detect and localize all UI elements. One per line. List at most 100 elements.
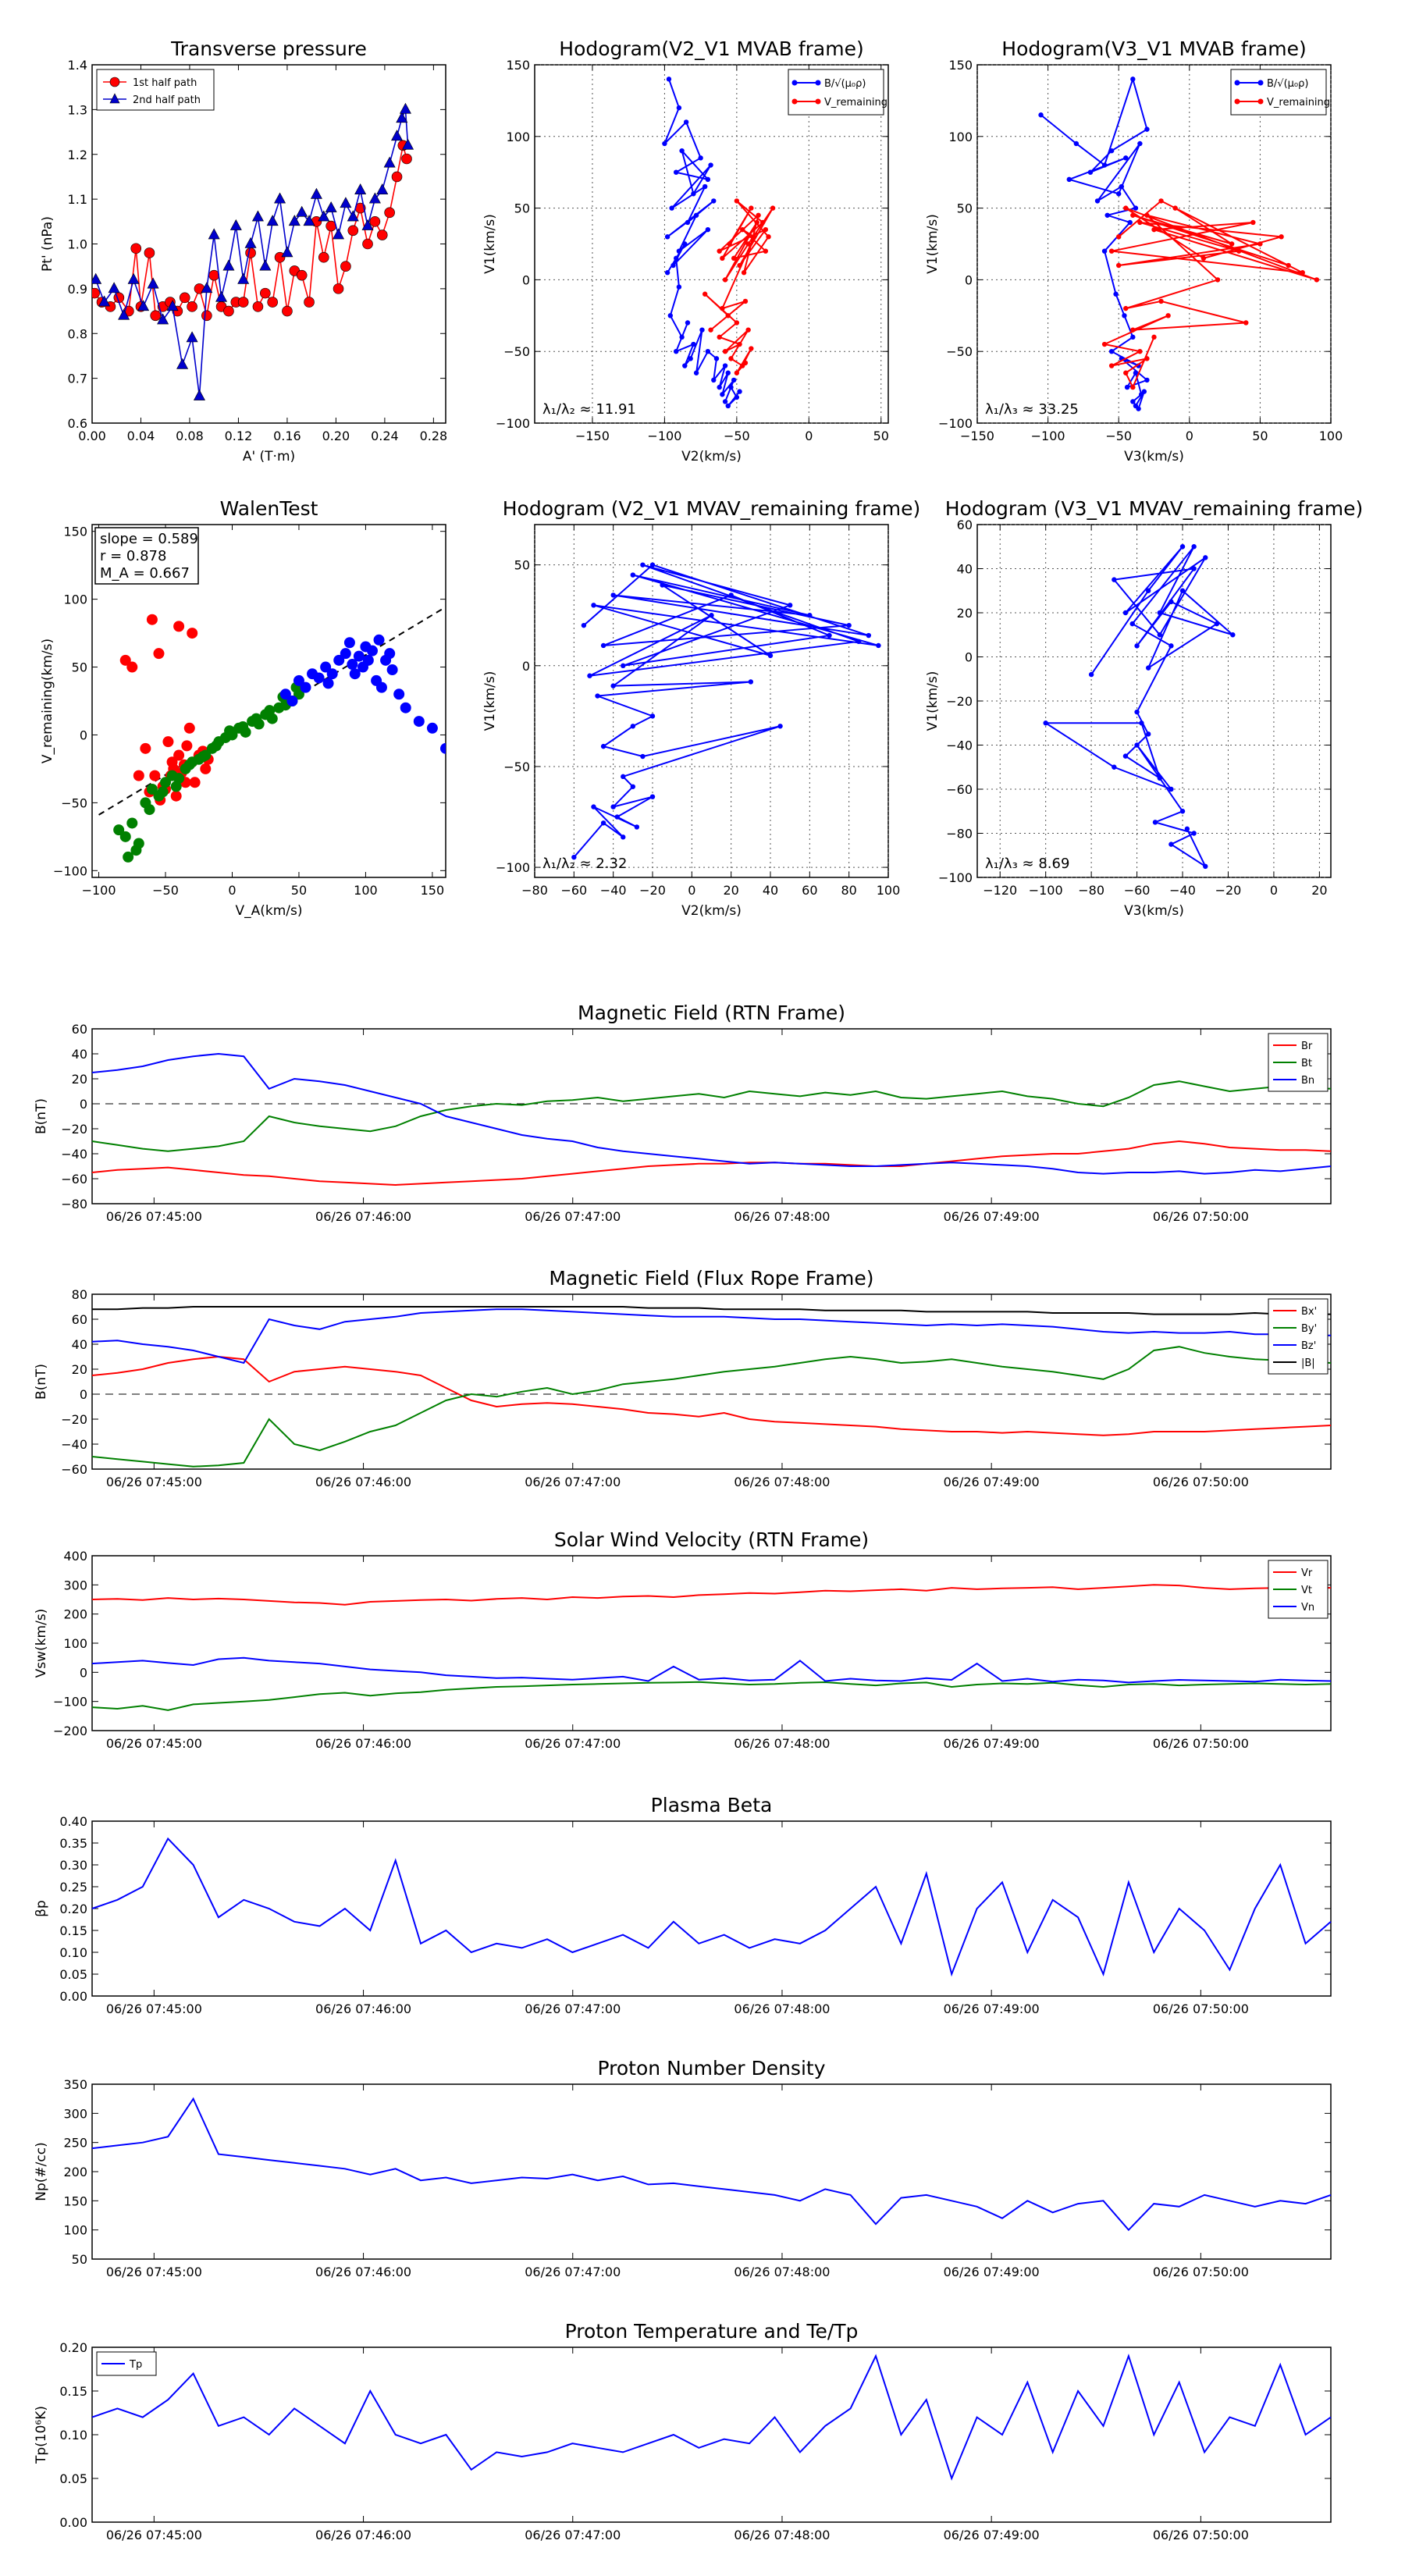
y-tick-label: 50 [72, 2252, 87, 2267]
x-tick-label: −40 [1169, 883, 1196, 898]
data-point [1165, 313, 1171, 318]
data-point [827, 632, 832, 639]
y-tick-label: 100 [63, 592, 87, 607]
data-point [1158, 198, 1164, 204]
data-point [123, 851, 134, 863]
series-line-bn [91, 1052, 1332, 1175]
x-tick-label: −100 [1031, 429, 1065, 443]
legend-label: |B| [1301, 1357, 1315, 1369]
data-point [92, 272, 102, 284]
y-tick-label: 20 [957, 606, 973, 621]
data-point [1179, 809, 1186, 814]
data-point [640, 562, 646, 568]
legend-marker [1257, 80, 1264, 86]
data-point [384, 207, 395, 219]
data-point [353, 650, 365, 662]
x-tick-label: 0 [688, 883, 695, 898]
y-tick-label: −40 [61, 1147, 87, 1162]
y-axis-label: B(nT) [34, 1098, 49, 1134]
x-tick-label: −100 [82, 883, 116, 898]
data-point [245, 247, 256, 258]
chart-title: Magnetic Field (RTN Frame) [578, 1002, 845, 1024]
data-point [725, 370, 731, 375]
data-point [1314, 277, 1320, 283]
plot-area [534, 64, 889, 424]
data-point [1179, 544, 1186, 550]
data-point [157, 313, 169, 325]
data-point [1144, 212, 1150, 218]
x-axis-label: V2(km/s) [681, 903, 742, 919]
data-point [244, 237, 257, 248]
data-point [676, 248, 682, 254]
series-line-b [92, 1306, 1331, 1315]
data-point [676, 284, 682, 290]
data-point [727, 241, 732, 247]
data-point [144, 804, 155, 816]
y-tick-label: 1.0 [68, 237, 87, 252]
chart-beta: Plasma Beta 0.00 0.05 0.10 0.15 0.20 0.25 0.30 0… [34, 1794, 1332, 2016]
y-tick-label: 0.05 [59, 2471, 87, 2486]
data-point [376, 229, 388, 240]
legend-label: Bt [1301, 1058, 1312, 1069]
y-axis-label: V1(km/s) [925, 671, 941, 731]
series-line-1 [94, 109, 409, 397]
data-point [181, 740, 193, 752]
data-point [630, 572, 636, 578]
y-tick-label: 200 [63, 2165, 87, 2179]
time-tick-label: 06/26 07:45:00 [106, 2265, 202, 2279]
plot-marks [662, 76, 776, 409]
data-point [384, 648, 396, 660]
data-point [347, 659, 358, 671]
data-point [229, 219, 242, 230]
data-point [293, 674, 304, 686]
data-point [1279, 234, 1284, 240]
plot-area [91, 2347, 1332, 2523]
x-tick-label: −50 [152, 883, 179, 898]
chart-title: Solar Wind Velocity (RTN Frame) [554, 1528, 869, 1551]
x-tick-label: −20 [1215, 883, 1242, 898]
data-point [595, 693, 600, 699]
x-tick-label: 150 [421, 883, 445, 898]
series-line-1 [704, 200, 774, 374]
data-point [146, 614, 158, 625]
data-point [286, 696, 298, 706]
data-point [807, 613, 813, 618]
x-tick-label: −80 [521, 883, 548, 898]
y-tick-label: −50 [61, 795, 87, 810]
y-tick-label: 50 [72, 660, 87, 675]
data-point [1144, 126, 1150, 132]
data-point [288, 215, 301, 226]
data-point [1168, 786, 1174, 792]
data-point [698, 155, 703, 161]
data-point [333, 654, 345, 666]
y-tick-label: 100 [63, 1636, 87, 1651]
time-tick-label: 06/26 07:47:00 [525, 1475, 621, 1489]
x-axis-label: V3(km/s) [1124, 449, 1184, 464]
data-point [1191, 544, 1197, 550]
data-point [252, 301, 264, 312]
data-point [144, 247, 155, 258]
data-point [189, 777, 201, 788]
data-point [846, 622, 852, 628]
data-point [399, 102, 411, 114]
data-point [1112, 577, 1117, 582]
y-axis-label: Np(#/cc) [34, 2142, 49, 2201]
data-point [1191, 831, 1197, 836]
plot-area [91, 1028, 1332, 1204]
y-tick-label: 300 [63, 2106, 87, 2121]
data-point [1088, 671, 1094, 678]
data-point [318, 251, 329, 263]
y-tick-label: 300 [63, 1578, 87, 1592]
chart-title: Hodogram(V2_V1 MVAB frame) [559, 37, 863, 60]
x-tick-label: −100 [647, 429, 681, 443]
data-point [691, 191, 696, 197]
time-tick-label: 06/26 07:48:00 [734, 1736, 830, 1751]
data-point [660, 582, 665, 588]
data-point [146, 784, 158, 795]
data-point [591, 603, 596, 608]
data-point [127, 272, 140, 284]
data-point [108, 282, 120, 294]
plot-marks [98, 606, 446, 863]
data-point [745, 241, 751, 247]
y-tick-label: 20 [72, 1362, 87, 1377]
